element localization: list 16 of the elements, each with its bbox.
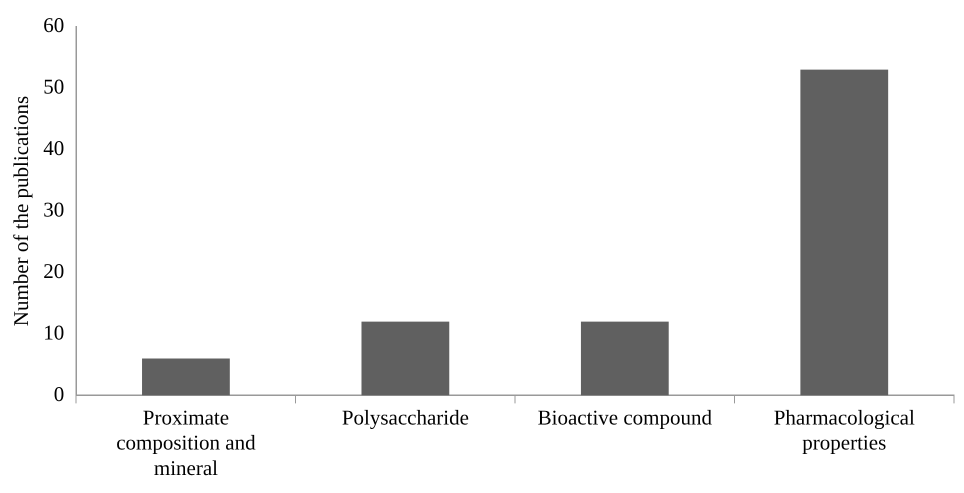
- bar: [142, 358, 230, 396]
- bar: [580, 322, 669, 396]
- y-tick-label: 50: [43, 74, 64, 99]
- y-tick-label: 20: [43, 258, 64, 283]
- y-tick-label: 0: [54, 382, 64, 406]
- x-tick-label: Polysaccharide: [342, 406, 469, 430]
- x-tick-label: Pharmacological properties: [774, 406, 915, 455]
- bar: [800, 70, 888, 396]
- x-tick-label: Proximate composition and mineral: [116, 406, 256, 480]
- y-tick-label: 40: [43, 136, 64, 160]
- bar: [361, 322, 450, 396]
- y-tick-label: 10: [43, 320, 64, 344]
- y-tick-label: 30: [43, 198, 64, 222]
- y-tick-label: 60: [43, 13, 64, 38]
- y-axis-title: Number of the publications: [9, 96, 34, 326]
- x-tick-label: Bioactive compound: [538, 406, 713, 430]
